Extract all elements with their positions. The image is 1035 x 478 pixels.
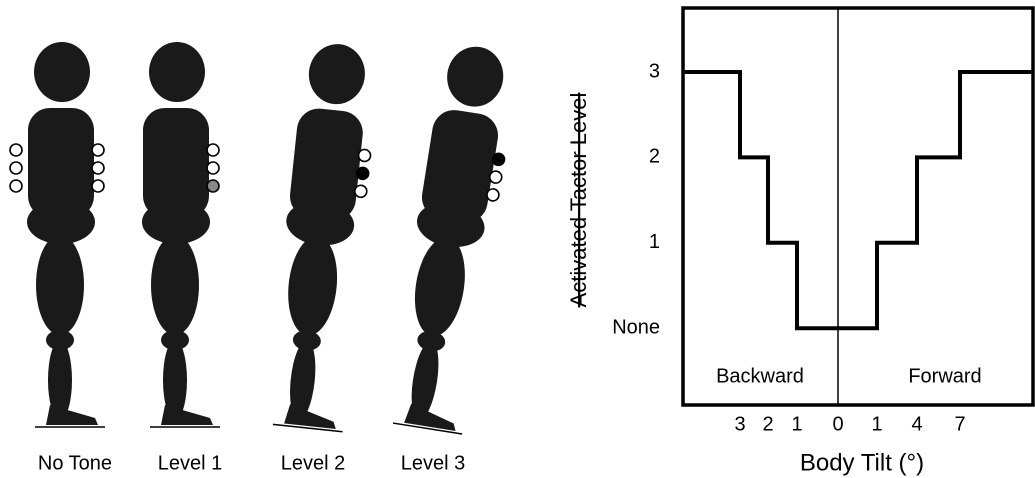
body-part — [408, 234, 471, 340]
tactor — [207, 162, 219, 174]
tactor — [492, 152, 506, 166]
body-part — [284, 404, 338, 429]
tactor — [207, 144, 219, 156]
region-label: Backward — [716, 365, 804, 387]
x-tick-label: 1 — [791, 413, 802, 435]
tactor — [10, 144, 22, 156]
tactor — [92, 180, 104, 192]
body-figure — [265, 41, 383, 432]
tactor — [489, 170, 503, 184]
body-figure — [142, 42, 220, 427]
tactor — [92, 144, 104, 156]
y-tick-label: 2 — [649, 146, 660, 168]
x-tick-label: 7 — [954, 413, 965, 435]
tactor — [486, 188, 500, 202]
body-part — [46, 405, 98, 425]
tactor — [207, 180, 219, 192]
x-tick-label: 0 — [832, 413, 843, 435]
y-tick-label: 1 — [649, 231, 660, 253]
body-part — [149, 42, 205, 102]
tactor — [356, 167, 369, 180]
body-part — [284, 234, 342, 338]
figure-label: Level 3 — [401, 452, 466, 474]
body-part — [151, 235, 199, 335]
step-line — [683, 72, 1033, 328]
body-part — [443, 43, 508, 111]
x-axis-label: Body Tilt (°) — [800, 449, 924, 476]
x-tick-label: 2 — [762, 413, 773, 435]
tactor — [358, 149, 371, 162]
region-label: Forward — [908, 365, 981, 387]
x-tick-label: 1 — [871, 413, 882, 435]
body-figure — [10, 42, 105, 427]
x-tick-label: 3 — [734, 413, 745, 435]
plot-frame — [683, 8, 1033, 405]
page: {"figures": [{"label": "No Tone"}, {"lab… — [0, 0, 1035, 478]
figure-label: Level 1 — [158, 452, 223, 474]
y-tick-label: 3 — [649, 60, 660, 82]
x-tick-label: 4 — [911, 413, 922, 435]
figure: Activated Tactor Level Body Tilt (°) Bac… — [0, 0, 1035, 478]
tactor — [10, 162, 22, 174]
figure-label: Level 2 — [281, 452, 346, 474]
tactor — [10, 180, 22, 192]
tactor — [354, 185, 367, 198]
body-part — [36, 235, 84, 335]
body-illustrations — [10, 41, 522, 434]
tactor — [92, 162, 104, 174]
body-part — [306, 41, 368, 107]
y-tick-label: None — [612, 316, 660, 338]
y-axis-label: Activated Tactor Level — [566, 93, 591, 308]
body-figure — [385, 42, 522, 434]
body-part — [34, 42, 90, 102]
body-part — [161, 405, 213, 425]
figure-label: No Tone — [38, 452, 112, 474]
